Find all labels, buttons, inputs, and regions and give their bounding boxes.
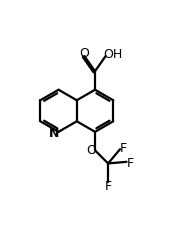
Text: OH: OH xyxy=(103,48,122,61)
Text: O: O xyxy=(86,144,96,157)
Text: F: F xyxy=(127,156,134,169)
Text: F: F xyxy=(119,141,126,154)
Text: N: N xyxy=(49,126,60,139)
Text: F: F xyxy=(104,180,112,192)
Text: O: O xyxy=(79,47,89,60)
